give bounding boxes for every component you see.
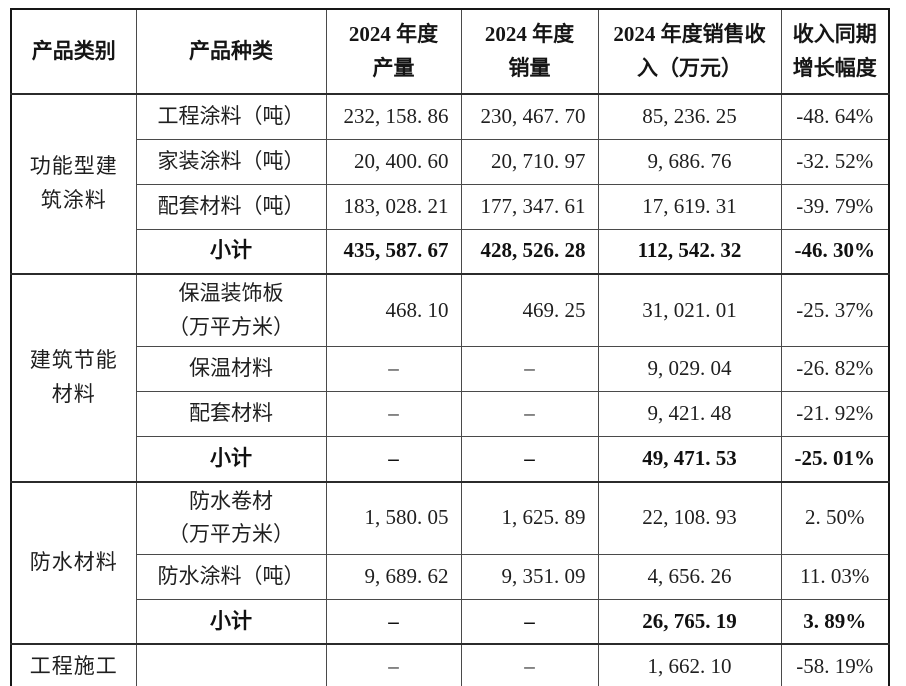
cell-growth: 3. 89% bbox=[780, 598, 890, 645]
table-row: 防水材料 防水卷材 （万平方米） 1, 580. 05 1, 625. 89 2… bbox=[10, 480, 890, 645]
cell-revenue: 85, 236. 25 bbox=[597, 93, 782, 140]
table-row: 配套材料（吨） 183, 028. 21 177, 347. 61 17, 61… bbox=[11, 183, 890, 230]
cell-production: 9, 689. 62 bbox=[325, 553, 462, 600]
cell-revenue: 4, 656. 26 bbox=[597, 553, 782, 600]
cell-revenue: 26, 765. 19 bbox=[597, 598, 782, 645]
cell-growth: -48. 64% bbox=[780, 93, 890, 140]
cell-product-type bbox=[135, 643, 327, 686]
cell-growth: -39. 79% bbox=[780, 183, 890, 230]
cell-production: – bbox=[325, 436, 462, 483]
cell-category: 工程施工 bbox=[10, 643, 137, 686]
cell-product-type: 工程涂料（吨） bbox=[135, 93, 327, 140]
cell-production: – bbox=[325, 346, 462, 393]
cell-production: – bbox=[325, 598, 462, 645]
cell-product-type: 保温装饰板 （万平方米） bbox=[135, 273, 327, 348]
cell-production: 468. 10 bbox=[325, 273, 462, 348]
subtotal-row: 小计 435, 587. 67 428, 526. 28 112, 542. 3… bbox=[11, 228, 890, 275]
cell-growth: -25. 01% bbox=[780, 436, 890, 483]
cell-production: 435, 587. 67 bbox=[325, 228, 462, 275]
table-row: 建筑节能 材料 保温装饰板 （万平方米） 468. 10 469. 25 31,… bbox=[10, 273, 890, 483]
header-product-type: 产品种类 bbox=[135, 8, 327, 95]
cell-product-type: 防水涂料（吨） bbox=[135, 553, 327, 600]
cell-product-type: 保温材料 bbox=[135, 346, 327, 393]
cell-sales-volume: 9, 351. 09 bbox=[460, 553, 599, 600]
cell-growth: -32. 52% bbox=[780, 138, 890, 185]
cell-production: 20, 400. 60 bbox=[325, 138, 462, 185]
cell-revenue: 1, 662. 10 bbox=[597, 643, 782, 686]
cell-category: 建筑节能 材料 bbox=[10, 273, 137, 483]
cell-growth: 2. 50% bbox=[780, 480, 890, 555]
cell-sales-volume: 177, 347. 61 bbox=[460, 183, 599, 230]
header-row: 产品类别 产品种类 2024 年度 产量 2024 年度 销量 2024 年度销… bbox=[10, 8, 890, 95]
cell-revenue: 9, 686. 76 bbox=[597, 138, 782, 185]
cell-revenue: 9, 421. 48 bbox=[597, 391, 782, 438]
cell-product-type: 配套材料（吨） bbox=[135, 183, 327, 230]
cell-sales-volume: 428, 526. 28 bbox=[460, 228, 599, 275]
cell-growth: -58. 19% bbox=[780, 643, 890, 686]
cell-sales-volume: – bbox=[460, 436, 599, 483]
table-row: 工程施工 – – 1, 662. 10 -58. 19% bbox=[10, 643, 890, 686]
cell-sales-volume: 469. 25 bbox=[460, 273, 599, 348]
cell-growth: -26. 82% bbox=[780, 346, 890, 393]
cell-subtotal-label: 小计 bbox=[135, 436, 327, 483]
cell-subtotal-label: 小计 bbox=[135, 228, 327, 275]
table-row: 家装涂料（吨） 20, 400. 60 20, 710. 97 9, 686. … bbox=[11, 138, 890, 185]
cell-sales-volume: – bbox=[460, 643, 599, 686]
subtotal-row: 小计 – – 49, 471. 53 -25. 01% bbox=[11, 436, 890, 483]
subtotal-row: 小计 – – 26, 765. 19 3. 89% bbox=[11, 598, 890, 645]
table-row: 保温材料 – – 9, 029. 04 -26. 82% bbox=[11, 346, 890, 393]
cell-product-type: 家装涂料（吨） bbox=[135, 138, 327, 185]
cell-growth: 11. 03% bbox=[780, 553, 890, 600]
table-row: 配套材料 – – 9, 421. 48 -21. 92% bbox=[11, 391, 890, 438]
cell-product-type: 配套材料 bbox=[135, 391, 327, 438]
table-row: 防水涂料（吨） 9, 689. 62 9, 351. 09 4, 656. 26… bbox=[11, 553, 890, 600]
cell-revenue: 112, 542. 32 bbox=[597, 228, 782, 275]
cell-production: – bbox=[325, 643, 462, 686]
cell-sales-volume: – bbox=[460, 598, 599, 645]
production-sales-table: 产品类别 产品种类 2024 年度 产量 2024 年度 销量 2024 年度销… bbox=[10, 8, 890, 686]
header-2024-sales-revenue: 2024 年度销售收 入（万元） bbox=[597, 8, 782, 95]
cell-category: 防水材料 bbox=[10, 480, 137, 645]
header-revenue-growth: 收入同期 增长幅度 bbox=[780, 8, 890, 95]
cell-sales-volume: 20, 710. 97 bbox=[460, 138, 599, 185]
header-2024-production: 2024 年度 产量 bbox=[325, 8, 462, 95]
cell-sales-volume: 230, 467. 70 bbox=[460, 93, 599, 140]
cell-revenue: 49, 471. 53 bbox=[597, 436, 782, 483]
header-product-category: 产品类别 bbox=[10, 8, 137, 95]
cell-growth: -46. 30% bbox=[780, 228, 890, 275]
cell-revenue: 9, 029. 04 bbox=[597, 346, 782, 393]
cell-production: 183, 028. 21 bbox=[325, 183, 462, 230]
header-2024-sales-volume: 2024 年度 销量 bbox=[460, 8, 599, 95]
cell-revenue: 17, 619. 31 bbox=[597, 183, 782, 230]
table-row: 功能型建 筑涂料 工程涂料（吨） 232, 158. 86 230, 467. … bbox=[10, 93, 890, 275]
cell-growth: -21. 92% bbox=[780, 391, 890, 438]
cell-revenue: 31, 021. 01 bbox=[597, 273, 782, 348]
cell-category: 功能型建 筑涂料 bbox=[10, 93, 137, 275]
cell-sales-volume: – bbox=[460, 346, 599, 393]
cell-product-type: 防水卷材 （万平方米） bbox=[135, 480, 327, 555]
cell-sales-volume: – bbox=[460, 391, 599, 438]
cell-revenue: 22, 108. 93 bbox=[597, 480, 782, 555]
cell-production: – bbox=[325, 391, 462, 438]
cell-production: 1, 580. 05 bbox=[325, 480, 462, 555]
cell-growth: -25. 37% bbox=[780, 273, 890, 348]
cell-sales-volume: 1, 625. 89 bbox=[460, 480, 599, 555]
cell-subtotal-label: 小计 bbox=[135, 598, 327, 645]
cell-production: 232, 158. 86 bbox=[325, 93, 462, 140]
